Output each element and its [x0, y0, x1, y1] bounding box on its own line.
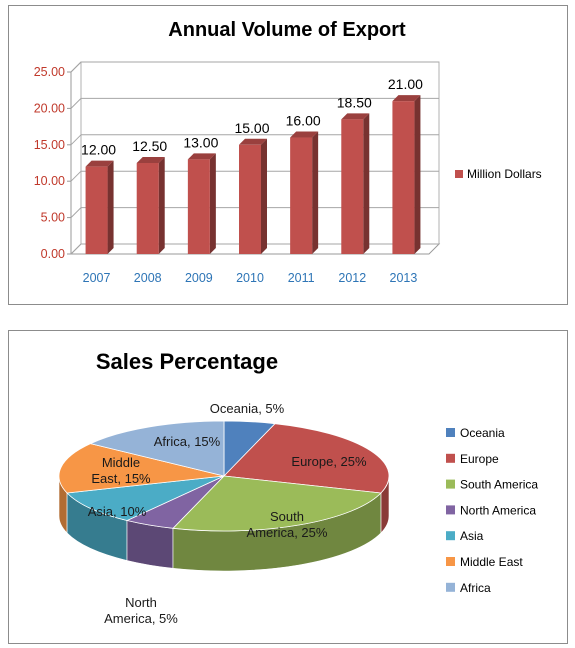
pie-slice-label-line: South — [270, 509, 304, 524]
pie-slice-label-line: North — [125, 595, 157, 610]
pie-slice-label: North America, 5% — [104, 595, 178, 626]
bar-side — [158, 157, 165, 254]
pie-chart: Sales Percentage Oceania, 5% Europe, 25% S… — [58, 349, 538, 626]
bar-front — [341, 119, 364, 254]
pie-slice-label: Europe, 25% — [291, 454, 367, 469]
pie-slice-label-line: Middle — [102, 455, 140, 470]
pie-slice-label: Asia, 10% — [88, 504, 147, 519]
x-tick-label: 2012 — [338, 271, 366, 285]
bar — [85, 160, 114, 254]
x-tick-label: 2013 — [390, 271, 418, 285]
bar — [290, 131, 319, 254]
pie-slice-label: Middle East, 15% — [91, 455, 151, 486]
bar-gridline-diag — [70, 243, 82, 255]
x-tick-label: 2009 — [185, 271, 213, 285]
bar-data-label: 18.50 — [337, 94, 372, 110]
pie-slice — [66, 475, 225, 521]
y-tick-label: 10.00 — [34, 174, 65, 188]
y-tick-label: 25.00 — [34, 65, 65, 79]
pie-slice-label: South America, 25% — [247, 509, 328, 540]
bar-top — [187, 153, 216, 160]
bar — [187, 153, 216, 254]
pie-legend-swatch — [446, 531, 455, 541]
pie-legend-swatch — [446, 428, 455, 437]
pie-legend-swatch — [446, 479, 455, 489]
pie-legend: Oceania Europe South America North America A… — [446, 426, 538, 595]
bar-front — [392, 101, 415, 255]
bar-front — [136, 163, 159, 254]
bar-data-label: 13.00 — [183, 134, 218, 150]
bar-top — [136, 157, 165, 163]
bar-top — [239, 138, 267, 145]
pie-slice-label-line: America, 25% — [247, 525, 328, 540]
pie-legend-swatch — [446, 505, 455, 515]
bar-data-label: 16.00 — [286, 113, 321, 129]
pie-slice-label-line: America, 5% — [104, 611, 178, 626]
bar-legend: Million Dollars — [455, 167, 542, 181]
bar-front — [239, 144, 261, 254]
y-tick-label: 5.00 — [41, 211, 65, 225]
bar-top — [392, 95, 421, 102]
y-tick-label: 15.00 — [34, 138, 65, 152]
bar-top — [290, 131, 319, 138]
pie-legend-label: South America — [460, 478, 538, 492]
x-tick-label: 2007 — [83, 271, 111, 285]
pie-chart-panel: Sales Percentage Oceania, 5% Europe, 25% S… — [8, 330, 568, 644]
bar-side — [363, 113, 370, 254]
bar-side — [107, 160, 114, 254]
pie-slice — [172, 475, 382, 532]
bar — [239, 138, 267, 254]
pie-legend-swatch — [446, 453, 455, 463]
bar-gridline-diag — [70, 98, 82, 109]
pie-slice-label-line: East, 15% — [91, 471, 151, 486]
bar-top — [85, 160, 114, 167]
x-tick-label: 2010 — [236, 271, 264, 285]
bar — [392, 95, 421, 255]
pie-legend-swatch — [446, 557, 455, 566]
pie-chart-title: Sales Percentage — [96, 349, 278, 374]
bar-data-label: 15.00 — [234, 120, 269, 136]
bar-data-label: 12.00 — [81, 142, 116, 158]
bar-data-label: 12.50 — [132, 138, 167, 154]
bar-front — [187, 159, 210, 254]
bar-chart-title: Annual Volume of Export — [168, 19, 406, 41]
bar-front — [85, 166, 108, 254]
bar-side — [414, 95, 421, 255]
bar-side — [261, 138, 267, 254]
pie-slice — [89, 420, 225, 477]
bar-gridline-diag — [70, 61, 82, 73]
y-tick-label: 0.00 — [41, 247, 65, 261]
pie-legend-label: Europe — [460, 452, 499, 466]
bar-top — [341, 113, 370, 120]
bar-gridline-diag — [70, 170, 82, 182]
bar-chart: Annual Volume of Export 0.00 5.00 10.00 15.… — [34, 19, 542, 285]
x-tick-label: 2008 — [134, 271, 162, 285]
bar-legend-swatch — [455, 170, 463, 178]
bar-gridline-diag — [70, 134, 82, 146]
pie-legend-label: Asia — [460, 529, 484, 543]
bar-legend-label: Million Dollars — [467, 167, 542, 181]
bar — [341, 113, 370, 254]
pie-legend-swatch — [446, 582, 455, 592]
pie-legend-label: North America — [460, 503, 536, 517]
bar-side — [312, 131, 319, 254]
pie-legend-label: Oceania — [460, 426, 505, 440]
bar-data-label: 21.00 — [388, 76, 423, 92]
bar-chart-panel: Annual Volume of Export 0.00 5.00 10.00 15.… — [8, 5, 568, 305]
pie-legend-label: Middle East — [460, 555, 523, 569]
pie-slice-label: Africa, 15% — [154, 434, 221, 449]
x-tick-label: 2011 — [288, 271, 315, 285]
bar-front — [290, 137, 313, 254]
y-tick-label: 20.00 — [34, 101, 65, 115]
bar-side — [209, 153, 216, 254]
pie-slice-label: Oceania, 5% — [210, 401, 285, 416]
pie-slice — [223, 423, 390, 494]
bar — [136, 157, 165, 254]
pie-slice — [58, 443, 225, 494]
pie-legend-label: Africa — [460, 581, 491, 595]
bar-gridline-diag — [70, 207, 82, 218]
